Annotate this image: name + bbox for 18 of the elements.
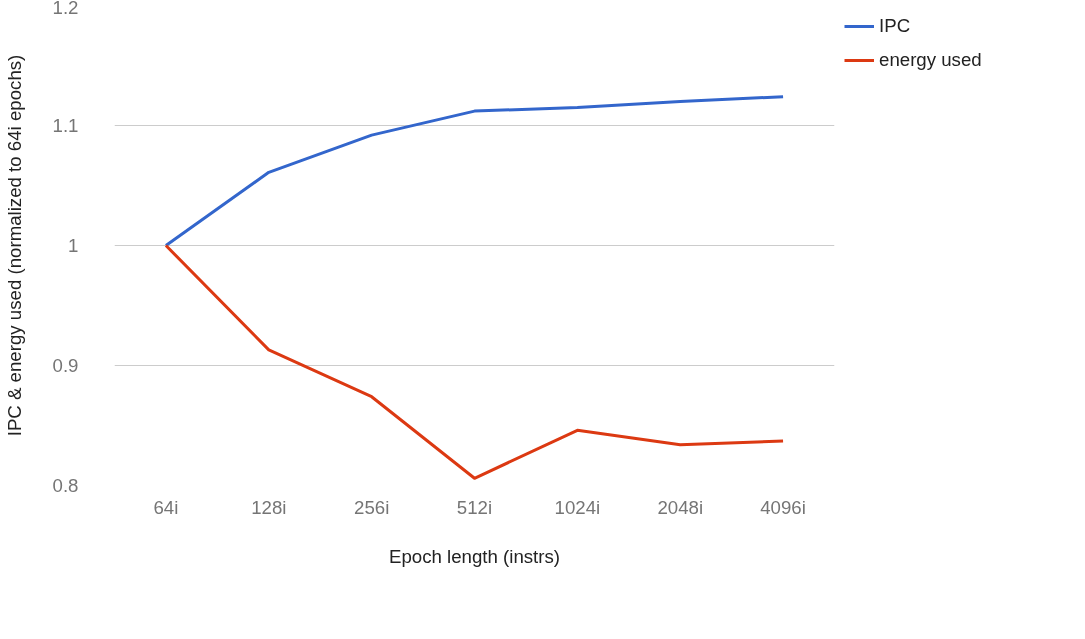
x-tick-label: 4096i bbox=[760, 496, 806, 518]
x-tick-label: 128i bbox=[251, 496, 287, 518]
x-axis-title: Epoch length (instrs) bbox=[388, 545, 561, 567]
line-series bbox=[164, 244, 785, 480]
x-tick-label: 64i bbox=[153, 496, 179, 518]
x-tick-label: 2048i bbox=[657, 496, 704, 518]
y-tick-label: 1.2 bbox=[52, 0, 79, 18]
y-tick-label: 1 bbox=[68, 235, 79, 256]
y-tick-label: 1.1 bbox=[52, 115, 79, 136]
line-series bbox=[164, 95, 785, 247]
x-tick-label: 512i bbox=[456, 496, 493, 518]
y-axis-title: IPC & energy used (normalized to 64i epochs) bbox=[3, 54, 25, 437]
x-tick-label: 256i bbox=[354, 496, 390, 518]
y-tick-label: 0.9 bbox=[52, 355, 79, 376]
x-tick-label: 1024i bbox=[554, 496, 601, 518]
legend-label: IPC bbox=[879, 15, 911, 37]
y-tick-label: 0.8 bbox=[52, 475, 79, 496]
legend-label: energy used bbox=[879, 49, 982, 71]
